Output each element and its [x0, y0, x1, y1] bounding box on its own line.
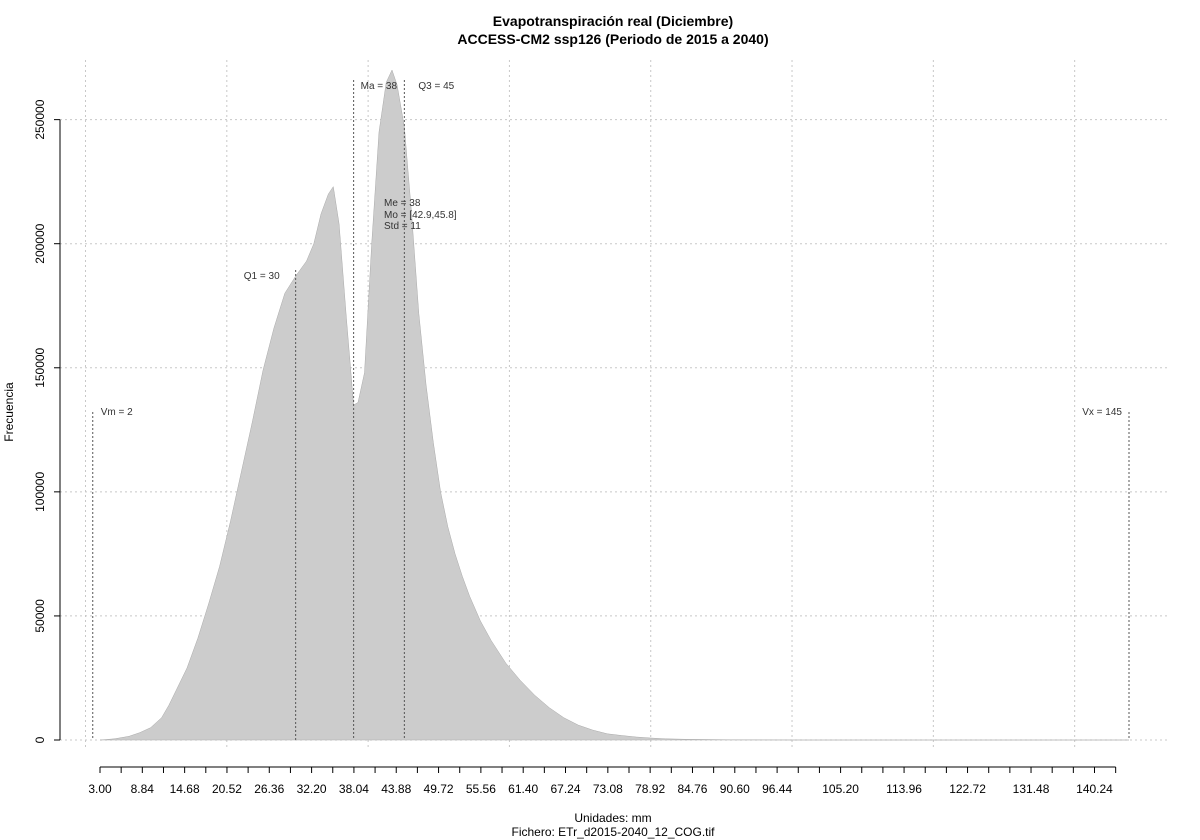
x-tick-label-4: 26.36	[254, 782, 284, 796]
y-axis-title: Frecuencia	[2, 382, 16, 442]
x-axis: 3.00 8.84 14.68 20.52 26.36 32.20 38.04 43.88 49…	[88, 766, 1117, 796]
x-tick-label-12: 73.08	[593, 782, 623, 796]
vm-label: Vm = 2	[101, 407, 133, 418]
x-tick-label-6: 38.04	[339, 782, 369, 796]
x-tick-label-15: 90.60	[720, 782, 750, 796]
x-axis-title: Unidades: mm	[574, 811, 651, 825]
q1-label: Q1 = 30	[244, 271, 280, 282]
y-tick-label-2: 100000	[33, 472, 47, 512]
x-tick-label-17: 105.20	[822, 782, 859, 796]
chart-title: Evapotranspiración real (Diciembre)	[493, 13, 733, 29]
x-tick-label-21: 140.24	[1076, 782, 1113, 796]
q3-label: Q3 = 45	[418, 81, 454, 92]
stats-annotation: Me = 38 Mo = [42.9,45.8] Std = 11	[384, 198, 457, 232]
reference-lines: Vm = 2 Q1 = 30 Ma = 38 Q3 = 45 Vx = 145	[92, 80, 1130, 740]
x-tick-label-11: 67.24	[550, 782, 580, 796]
y-tick-label-0: 0	[33, 736, 47, 743]
x-tick-label-19: 122.72	[949, 782, 986, 796]
x-tick-label-20: 131.48	[1013, 782, 1050, 796]
y-tick-label-4: 200000	[33, 223, 47, 263]
x-tick-label-7: 43.88	[381, 782, 411, 796]
y-tick-label-5: 250000	[33, 99, 47, 139]
x-tick-label-18: 113.96	[886, 782, 922, 796]
y-tick-label-3: 150000	[33, 347, 47, 387]
file-caption: Fichero: ETr_d2015-2040_12_COG.tif	[512, 825, 716, 839]
x-tick-label-14: 84.76	[677, 782, 707, 796]
median-label: Me = 38	[384, 198, 421, 209]
x-tick-label-13: 78.92	[635, 782, 665, 796]
y-axis: 0 50000 100000 150000 200000 250000	[33, 99, 61, 743]
x-tick-label-8: 49.72	[424, 782, 454, 796]
ma-label: Ma = 38	[361, 81, 398, 92]
chart-subtitle: ACCESS-CM2 ssp126 (Periodo de 2015 a 204…	[457, 31, 768, 47]
frequency-area	[99, 69, 1129, 741]
x-tick-label-2: 14.68	[170, 782, 200, 796]
mode-label: Mo = [42.9,45.8]	[384, 210, 457, 221]
vx-label: Vx = 145	[1082, 407, 1122, 418]
x-tick-label-16: 96.44	[762, 782, 792, 796]
x-tick-label-0: 3.00	[88, 782, 112, 796]
x-tick-label-1: 8.84	[131, 782, 155, 796]
x-tick-label-10: 61.40	[508, 782, 538, 796]
x-tick-label-3: 20.52	[212, 782, 242, 796]
x-tick-label-5: 32.20	[297, 782, 327, 796]
y-tick-label-1: 50000	[33, 599, 47, 633]
std-label: Std = 11	[384, 221, 421, 232]
x-tick-label-9: 55.56	[466, 782, 496, 796]
